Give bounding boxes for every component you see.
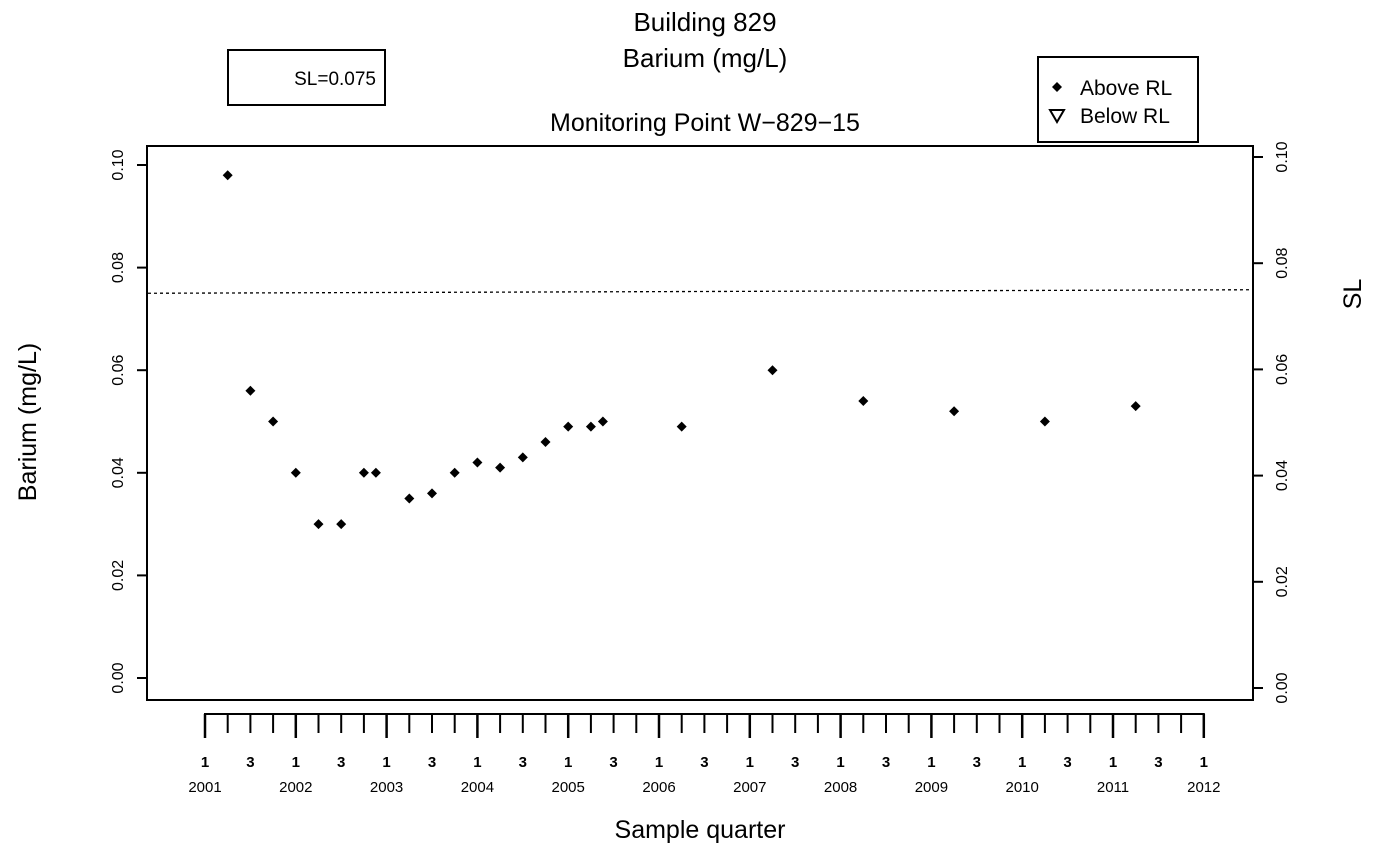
x-quarter-label: 1: [1109, 754, 1117, 771]
y-tick-label-left: 0.06: [110, 355, 127, 386]
x-quarter-label: 1: [382, 754, 390, 771]
x-axis-title: Sample quarter: [615, 816, 786, 844]
sl-box: [227, 49, 386, 106]
data-point-above-rl: [676, 421, 687, 432]
x-year-label: 2012: [1187, 779, 1220, 796]
data-point-above-rl: [540, 437, 551, 448]
x-quarter-label: 3: [337, 754, 345, 771]
y-tick-label-left: 0.08: [110, 252, 127, 283]
data-point-above-rl: [472, 457, 483, 468]
x-year-label: 2011: [1097, 779, 1129, 796]
data-point-above-rl: [427, 488, 437, 499]
x-year-label: 2007: [733, 779, 766, 796]
data-point-above-rl: [585, 421, 596, 432]
y-tick-label-left: 0.02: [110, 560, 127, 591]
x-quarter-label: 3: [700, 754, 708, 771]
data-point-above-rl: [495, 462, 506, 473]
x-quarter-label: 1: [564, 754, 572, 771]
x-quarter-label: 3: [791, 754, 799, 771]
data-point-above-rl: [245, 385, 256, 396]
data-point-above-rl: [563, 421, 574, 432]
x-year-label: 2010: [1006, 779, 1039, 796]
data-point-above-rl: [858, 395, 869, 406]
monitoring-point-label: Monitoring Point W−829−15: [550, 109, 860, 137]
data-point-above-rl: [290, 467, 301, 478]
y-tick-label-right: 0.06: [1274, 354, 1291, 385]
data-point-above-rl: [449, 467, 460, 478]
x-year-label: 2001: [188, 779, 221, 796]
legend-below-label: Below RL: [1080, 105, 1170, 128]
data-point-above-rl: [404, 493, 415, 504]
y-tick-label-right: 0.08: [1274, 248, 1291, 279]
x-quarter-label: 3: [428, 754, 436, 771]
plot-frame: [146, 145, 1254, 701]
y-axis-right-title: SL: [1339, 279, 1367, 310]
y-tick-label-left: 0.10: [110, 149, 127, 180]
x-axis: 1 3 1 3 1 3 1 3 1 3 1 3 1 3 1 3 1 3 1 3 1 3 1 2001 2002 2003 2004 2…: [188, 713, 1220, 796]
x-quarter-label: 1: [836, 754, 844, 771]
x-quarter-label: 3: [1063, 754, 1071, 771]
y-tick-label-left: 0.00: [110, 662, 127, 693]
y-tick-label-right: 0.04: [1274, 460, 1291, 491]
x-year-label: 2003: [370, 779, 403, 796]
x-quarter-label: 3: [882, 754, 890, 771]
data-point-above-rl: [358, 467, 369, 478]
data-points: [222, 170, 1141, 530]
data-point-above-rl: [268, 416, 279, 427]
y-tick-label-left: 0.04: [110, 457, 127, 488]
x-quarter-label: 1: [927, 754, 935, 771]
x-quarter-label: 3: [609, 754, 617, 771]
x-quarter-label: 3: [246, 754, 254, 771]
sl-box-text: SL=0.075: [294, 69, 376, 90]
data-point-above-rl: [1130, 401, 1141, 412]
data-point-above-rl: [517, 452, 528, 463]
data-point-above-rl: [767, 365, 778, 376]
legend-above-label: Above RL: [1080, 77, 1172, 100]
y-axis-left: 0.00 0.02 0.04 0.06 0.08 0.10: [110, 149, 147, 694]
x-quarter-label: 1: [201, 754, 209, 771]
x-year-label: 2008: [824, 779, 857, 796]
x-quarter-label: 1: [1200, 754, 1208, 771]
chart-subtitle: Barium (mg/L): [623, 43, 788, 73]
x-quarter-label: 3: [519, 754, 527, 771]
legend-box: [1037, 56, 1199, 143]
x-year-label: 2009: [915, 779, 948, 796]
data-point-above-rl: [370, 467, 381, 478]
x-quarter-label: 1: [655, 754, 663, 771]
y-tick-label-right: 0.10: [1274, 141, 1291, 172]
data-point-above-rl: [336, 519, 347, 530]
data-point-above-rl: [597, 416, 608, 427]
y-axis-title: Barium (mg/L): [14, 343, 42, 501]
x-year-label: 2004: [461, 779, 494, 796]
x-quarter-label: 1: [1018, 754, 1026, 771]
x-quarter-label: 1: [292, 754, 300, 771]
y-axis-right: 0.00 0.02 0.04 0.06 0.08 0.10: [1253, 141, 1291, 704]
x-quarter-label: 1: [746, 754, 754, 771]
x-quarter-label: 3: [1154, 754, 1162, 771]
data-point-above-rl: [949, 406, 960, 417]
x-year-label: 2002: [279, 779, 312, 796]
x-quarter-label: 3: [973, 754, 981, 771]
chart-title: Building 829: [633, 7, 776, 37]
x-year-label: 2006: [642, 779, 675, 796]
data-point-above-rl: [222, 170, 233, 181]
y-tick-label-right: 0.00: [1274, 672, 1291, 703]
legend-below-marker: [1048, 109, 1066, 124]
x-quarter-label: 1: [473, 754, 481, 771]
data-point-above-rl: [313, 519, 324, 530]
sl-line: [147, 289, 1253, 294]
x-year-label: 2005: [552, 779, 585, 796]
y-tick-label-right: 0.02: [1274, 566, 1291, 597]
data-point-above-rl: [1039, 416, 1050, 427]
legend-above-marker: [1052, 82, 1062, 92]
